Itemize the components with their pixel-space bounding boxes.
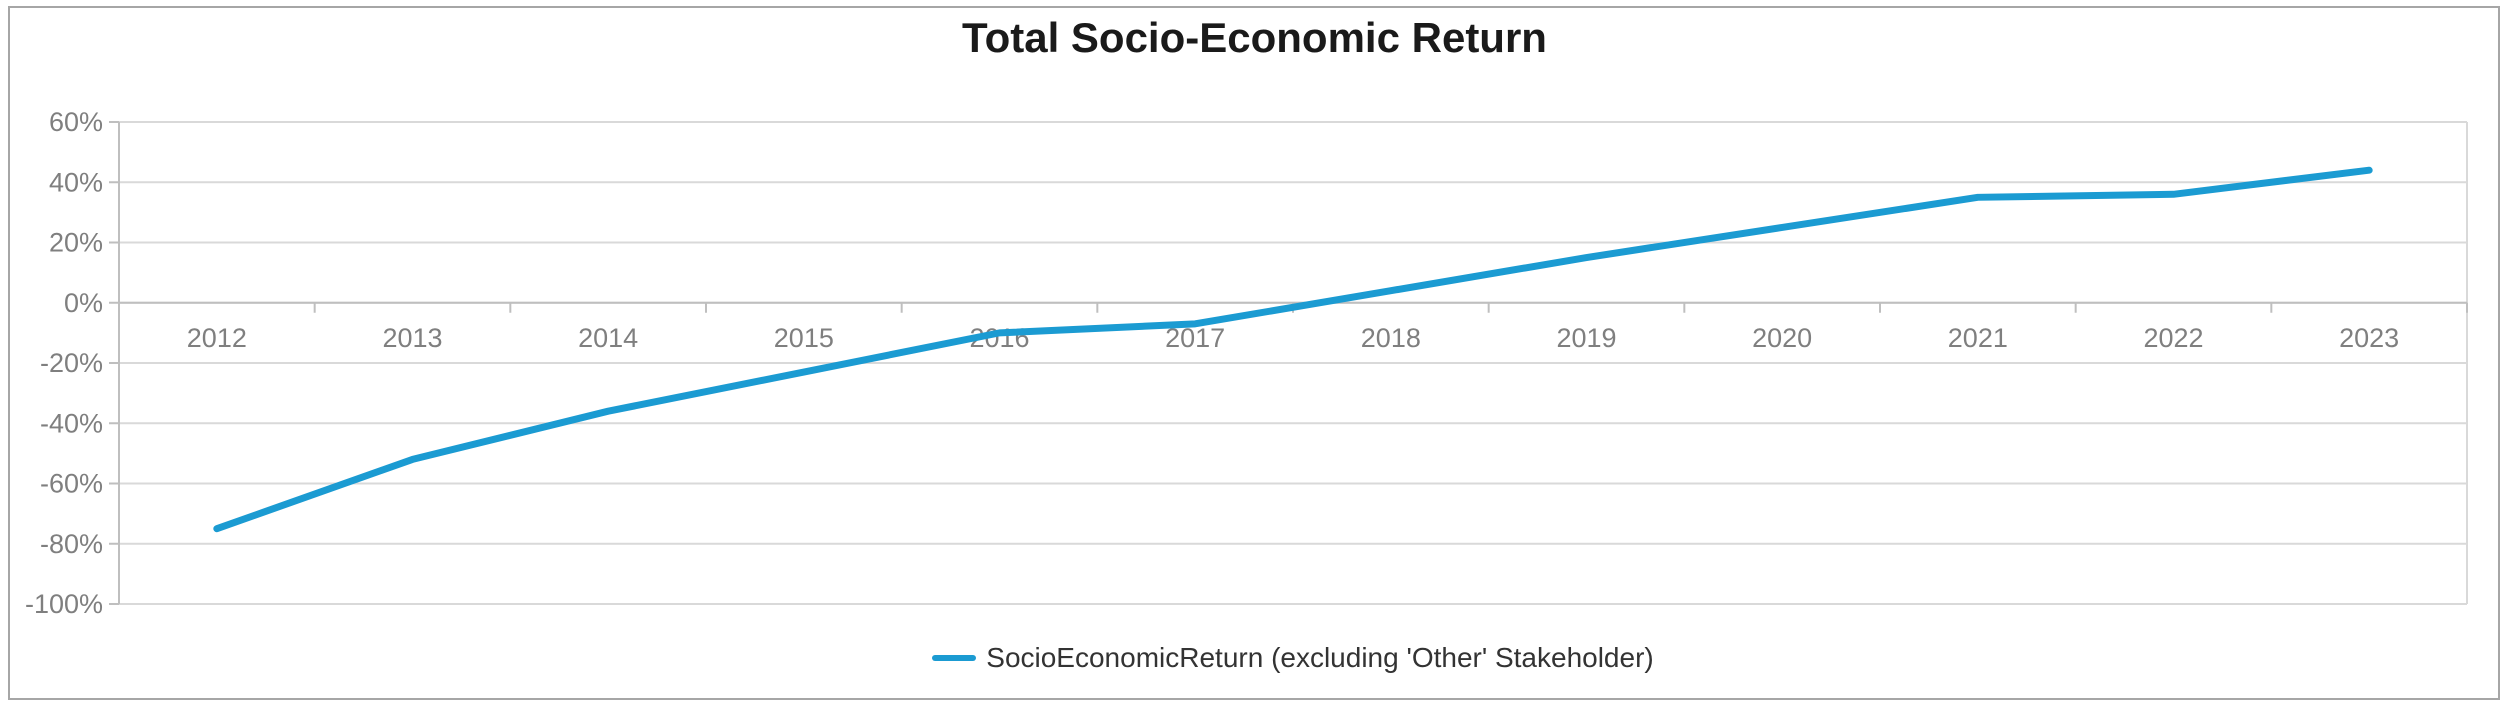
chart-title: Total Socio-Economic Return (962, 14, 1547, 61)
legend: SocioEconomicReturn (excluding 'Other' S… (119, 640, 2467, 676)
x-axis-label: 2012 (187, 323, 247, 353)
y-axis-label: 40% (49, 167, 103, 197)
x-axis-label: 2015 (774, 323, 834, 353)
x-axis-label: 2023 (2339, 323, 2399, 353)
y-axis-label: -80% (40, 529, 103, 559)
legend-line-swatch (932, 655, 977, 661)
x-axis-label: 2014 (578, 323, 638, 353)
legend-label: SocioEconomicReturn (excluding 'Other' S… (986, 642, 1654, 673)
y-axis-label: -100% (25, 589, 103, 619)
y-axis-label: 0% (64, 288, 103, 318)
x-axis-label: 2021 (1948, 323, 2008, 353)
x-axis-label: 2020 (1752, 323, 1812, 353)
y-axis-label: 20% (49, 228, 103, 258)
y-axis-label: -60% (40, 469, 103, 499)
series-line (213, 166, 2373, 533)
y-axis-label: 60% (49, 107, 103, 137)
x-axis-label: 2022 (2143, 323, 2203, 353)
x-axis-label: 2018 (1361, 323, 1421, 353)
y-axis-label: -40% (40, 408, 103, 438)
x-axis-label: 2019 (1556, 323, 1616, 353)
y-axis-label: -20% (40, 348, 103, 378)
x-axis-label: 2013 (382, 323, 442, 353)
